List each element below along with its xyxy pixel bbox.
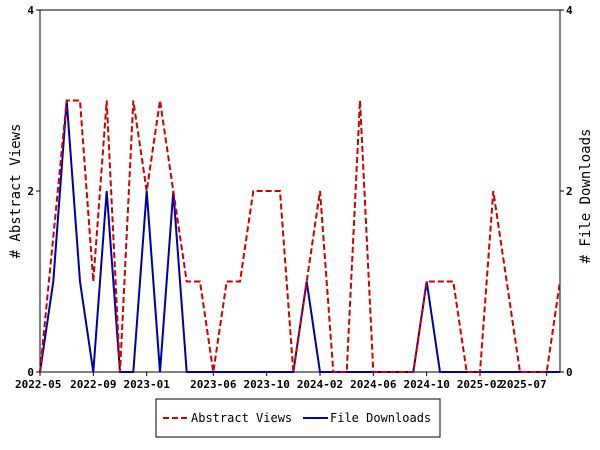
x-tick-label: 2025-07 (500, 378, 546, 391)
legend: Abstract Views File Downloads (155, 398, 441, 438)
x-tick-label: 2024-06 (350, 378, 397, 391)
plot-area (39, 9, 561, 373)
legend-label-abstract-views: Abstract Views (191, 411, 292, 425)
left-axis: 0 2 4 (27, 4, 40, 379)
x-axis: 2022-05 2022-09 2023-01 2023-06 2023-10 2024-… (15, 372, 548, 391)
y-tick-label-left: 0 (27, 366, 34, 379)
y-tick-label-right: 2 (566, 185, 573, 198)
x-tick-label: 2024-10 (403, 378, 449, 391)
x-tick-label: 2022-05 (15, 378, 61, 391)
x-tick-label: 2024-02 (297, 378, 343, 391)
y-axis-title-right: # File Downloads (578, 129, 594, 264)
series-layer (39, 99, 561, 373)
legend-label-file-downloads: File Downloads (330, 411, 431, 425)
x-tick-label: 2022-09 (70, 378, 116, 391)
x-tick-label: 2023-10 (243, 378, 289, 391)
y-tick-label-right: 4 (566, 4, 573, 17)
legend-box (155, 398, 441, 438)
y-tick-label-left: 2 (27, 185, 34, 198)
x-tick-label: 2025-02 (457, 378, 503, 391)
y-tick-label-right: 0 (566, 366, 573, 379)
y-axis-title-left: # Abstract Views (8, 124, 24, 259)
x-tick-label: 2023-01 (123, 378, 170, 391)
x-tick-label: 2023-06 (190, 378, 237, 391)
y-tick-label-left: 4 (27, 4, 34, 17)
right-axis: 0 2 4 (560, 4, 573, 379)
